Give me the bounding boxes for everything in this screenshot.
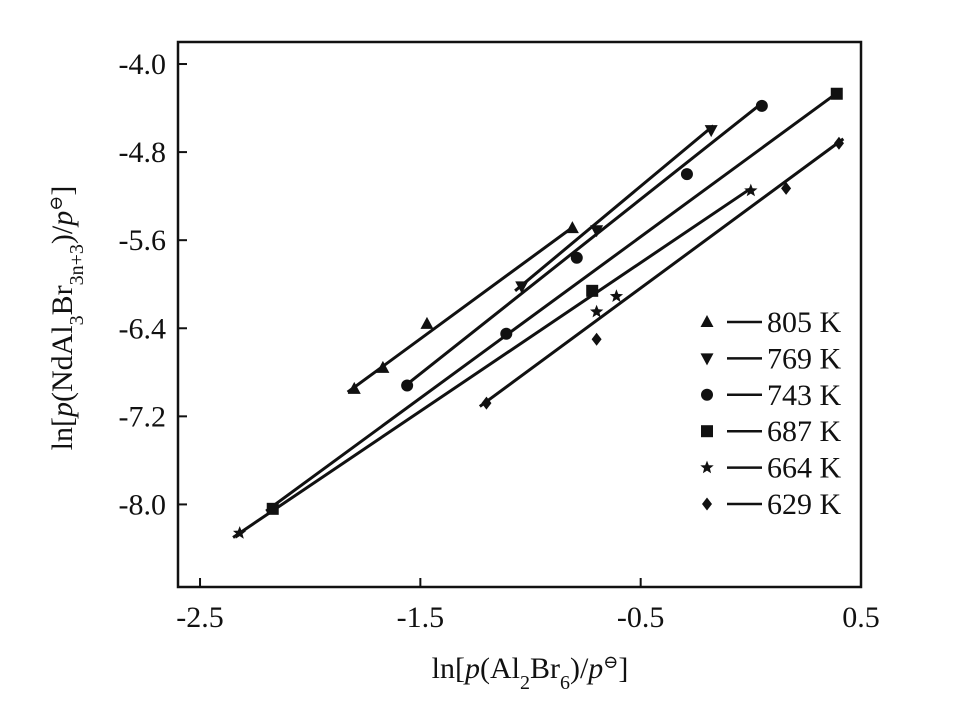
data-point-769k (515, 281, 529, 294)
legend-marker-805k (700, 315, 714, 327)
data-point-664k (609, 289, 624, 302)
data-point-743k (570, 251, 583, 264)
y-tick-label: -4.0 (119, 48, 167, 81)
data-point-769k (704, 125, 718, 138)
data-point-805k (565, 221, 579, 234)
x-tick-label: -1.5 (397, 601, 445, 634)
series-line-743k (401, 100, 765, 389)
y-axis-label: ln[p(NdAl3Br3n+3)/p⊖] (46, 186, 88, 451)
ticks: -2.5 -1.5 -0.5 0.5 -4.0 -4.8 -5.6 -6.4 -7.2 -8.0 (119, 48, 880, 634)
legend-marker-664k (700, 460, 714, 474)
data-point-743k (680, 168, 693, 181)
data-point-805k (376, 360, 390, 373)
series-markers (233, 87, 844, 539)
y-tick-label: -8.0 (119, 488, 167, 521)
plot-frame (176, 40, 863, 589)
data-point-769k (590, 225, 604, 238)
legend-label-743k: 743 K (767, 379, 842, 412)
data-point-743k (500, 327, 513, 340)
series-line-664k (232, 187, 752, 539)
legend-label-629k: 629 K (767, 488, 842, 521)
legend-marker-769k (700, 353, 714, 366)
legend-marker-743k (701, 388, 713, 401)
series-line-769k (514, 124, 715, 292)
series-line-629k (478, 137, 845, 408)
legend-label-769k: 769 K (767, 342, 842, 375)
x-axis-label: ln[p(Al2Br6)/p⊖] (432, 652, 629, 694)
data-point-743k (755, 99, 768, 112)
data-point-629k (591, 332, 602, 346)
y-tick-label: -7.2 (119, 400, 167, 433)
legend-label-805k: 805 K (767, 306, 842, 339)
data-point-687k (586, 284, 599, 297)
data-point-629k (833, 136, 844, 150)
legend-label-687k: 687 K (767, 415, 842, 448)
legend-label-664k: 664 K (767, 452, 842, 485)
series-line-805k (346, 224, 576, 394)
y-tick-label: -4.8 (119, 136, 167, 169)
y-tick-label: -6.4 (119, 312, 167, 345)
data-point-687k (830, 87, 843, 100)
x-tick-label: -0.5 (617, 601, 665, 634)
data-point-629k (781, 181, 792, 195)
series-line-687k (265, 90, 840, 513)
data-point-805k (347, 381, 361, 394)
x-tick-label: -2.5 (176, 601, 224, 634)
y-tick-label: -5.6 (119, 224, 167, 257)
data-point-629k (481, 396, 492, 410)
data-point-664k (744, 183, 758, 197)
data-point-743k (401, 379, 414, 392)
data-point-664k (590, 304, 604, 318)
legend-marker-687k (701, 425, 713, 438)
legend-marker-629k (702, 497, 712, 511)
x-tick-label: 0.5 (842, 601, 880, 634)
series-lines (232, 90, 845, 539)
data-point-687k (266, 502, 279, 515)
data-point-664k (233, 526, 247, 539)
data-point-805k (420, 316, 434, 329)
